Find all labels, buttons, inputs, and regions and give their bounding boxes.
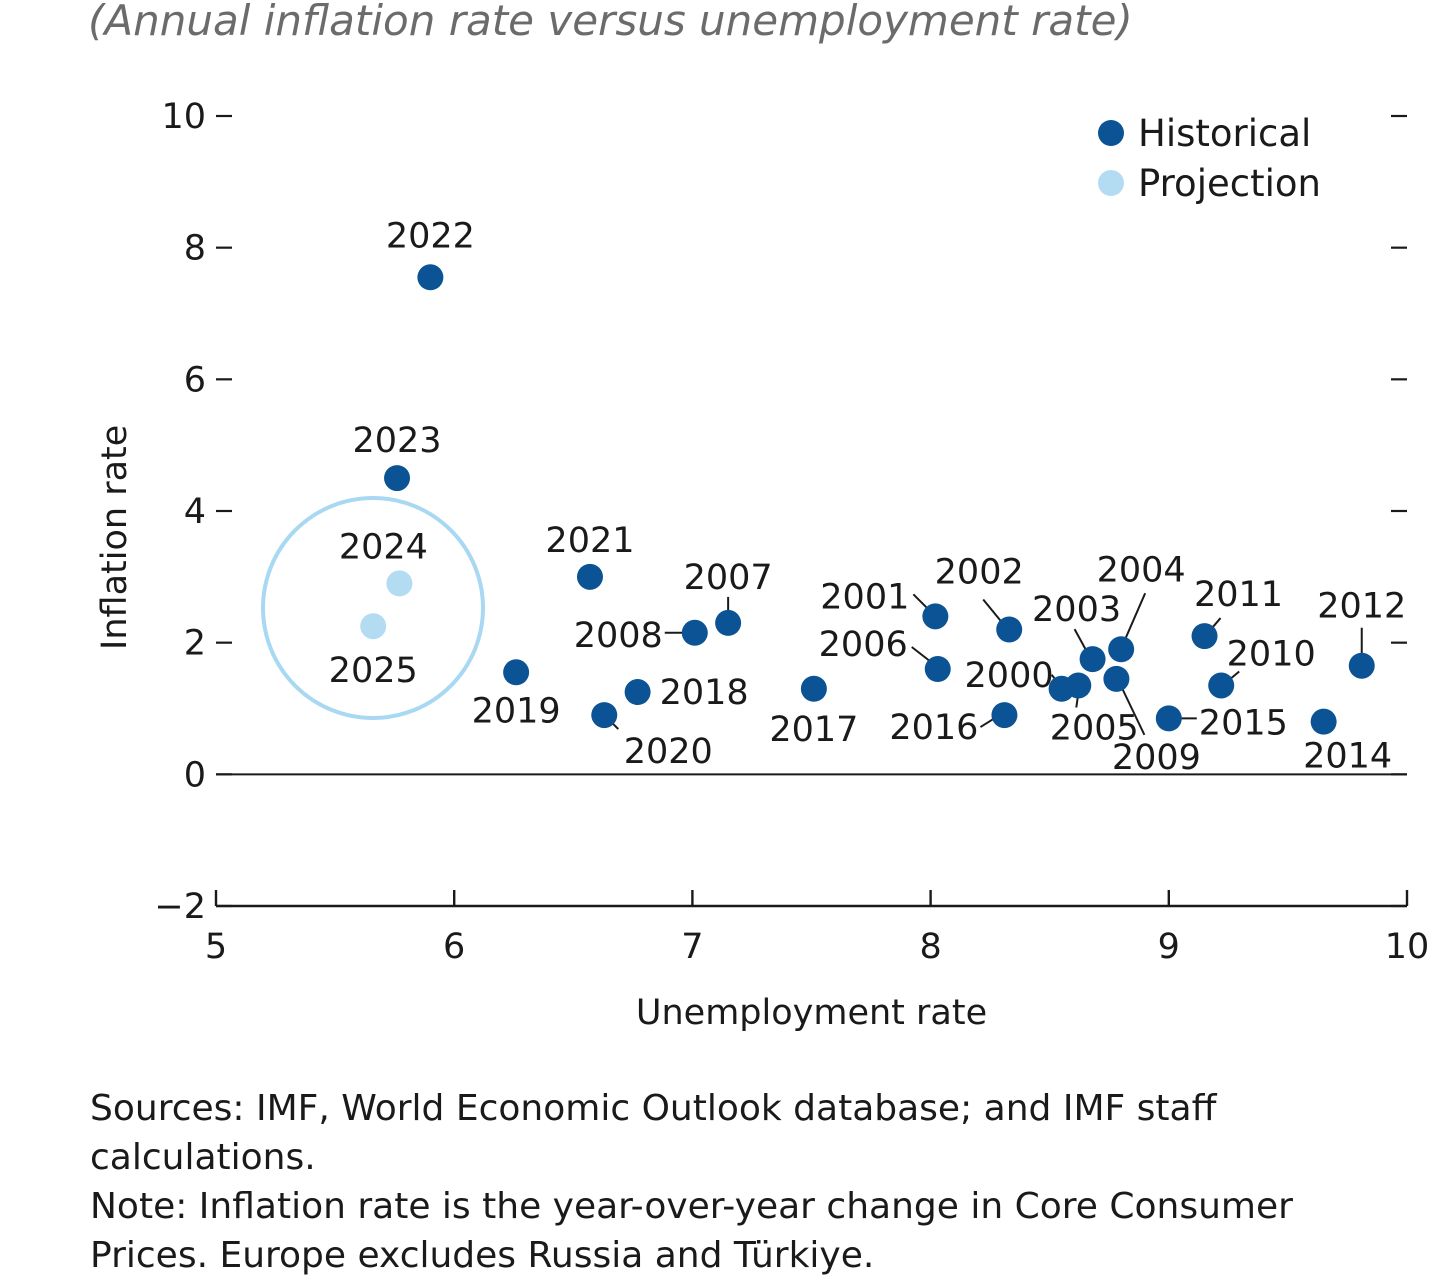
label-2004: 2004 (1097, 550, 1186, 590)
legend-label-historical: Historical (1138, 112, 1311, 155)
point-2010 (1208, 672, 1235, 699)
label-2002: 2002 (935, 553, 1024, 593)
leader-2001 (912, 593, 929, 610)
point-2012 (1348, 652, 1375, 679)
point-2021 (576, 563, 603, 590)
projection-highlight-circle (261, 496, 485, 720)
y-tick-label: 10 (161, 97, 206, 137)
label-2012: 2012 (1317, 587, 1406, 627)
label-2010: 2010 (1227, 634, 1316, 674)
point-2024 (386, 570, 413, 597)
label-2001: 2001 (820, 577, 909, 617)
label-2024: 2024 (339, 527, 428, 567)
label-2011: 2011 (1194, 575, 1283, 615)
point-2016 (991, 702, 1018, 729)
y-tick-label: 8 (184, 229, 206, 269)
label-2015: 2015 (1199, 703, 1288, 743)
point-2002 (996, 616, 1023, 643)
point-2009 (1103, 665, 1130, 692)
y-axis-title: Inflation rate (95, 425, 135, 650)
point-2023 (384, 465, 411, 492)
point-2006 (924, 656, 951, 682)
y-tick-label: 0 (184, 755, 206, 795)
label-2016: 2016 (889, 708, 978, 748)
label-2009: 2009 (1112, 738, 1201, 778)
point-2018 (624, 679, 651, 706)
point-2019 (503, 659, 530, 686)
label-2006: 2006 (819, 625, 908, 665)
sources-note: Sources: IMF, World Economic Outlook dat… (90, 1088, 1217, 1178)
leader-2009 (1121, 688, 1146, 736)
label-leader-lines (603, 592, 1363, 736)
data-points (360, 264, 1375, 735)
leader-2004 (1124, 592, 1147, 640)
point-2017 (800, 675, 827, 702)
point-2008 (681, 619, 708, 646)
axes: −2 0 2 4 6 8 10 5 6 7 8 9 10 (154, 97, 1429, 967)
chart-subtitle: (Annual inflation rate versus unemployme… (88, 0, 1133, 45)
legend-marker-projection (1098, 170, 1124, 196)
x-tick-label: 9 (1158, 927, 1180, 967)
label-2020: 2020 (624, 732, 713, 772)
label-2023: 2023 (352, 421, 441, 461)
point-2011 (1191, 623, 1218, 650)
x-tick-label: 6 (443, 927, 465, 967)
label-2014: 2014 (1303, 737, 1392, 777)
label-2025: 2025 (329, 651, 418, 691)
label-2017: 2017 (769, 710, 858, 750)
point-2022 (417, 264, 444, 291)
point-2015 (1155, 705, 1182, 732)
x-tick-label: 5 (205, 927, 227, 967)
label-2021: 2021 (545, 521, 634, 561)
label-2005: 2005 (1050, 708, 1139, 748)
point-2005 (1065, 672, 1092, 699)
y-tick-label: −2 (154, 887, 206, 927)
definition-note: Note: Inflation rate is the year-over-ye… (90, 1186, 1293, 1276)
footnotes: Sources: IMF, World Economic Outlook dat… (90, 1084, 1420, 1280)
point-2025 (360, 613, 387, 640)
label-2008: 2008 (574, 616, 663, 656)
label-2003: 2003 (1032, 590, 1121, 630)
y-tick-label: 2 (184, 624, 206, 664)
label-2000: 2000 (965, 656, 1054, 696)
leader-2003 (1073, 628, 1088, 652)
leader-2002 (982, 598, 1002, 623)
label-2022: 2022 (386, 216, 475, 256)
point-2001 (922, 603, 949, 630)
y-tick-label: 4 (184, 492, 206, 532)
point-2004 (1108, 636, 1135, 663)
leader-2006 (911, 646, 931, 662)
x-tick-label: 10 (1385, 927, 1430, 967)
point-2020 (591, 702, 618, 729)
point-2014 (1310, 708, 1337, 735)
x-tick-label: 7 (681, 927, 703, 967)
label-2007: 2007 (684, 558, 773, 598)
point-2007 (715, 609, 742, 636)
legend-marker-historical (1098, 120, 1124, 146)
y-tick-label: 6 (184, 360, 206, 400)
label-2018: 2018 (660, 673, 749, 713)
legend: Historical Projection (1098, 112, 1321, 205)
label-2019: 2019 (472, 691, 561, 731)
projection-highlight (261, 496, 485, 720)
point-2003 (1079, 646, 1106, 673)
legend-label-projection: Projection (1138, 162, 1321, 205)
x-axis-title: Unemployment rate (636, 993, 987, 1033)
x-tick-label: 8 (919, 927, 941, 967)
